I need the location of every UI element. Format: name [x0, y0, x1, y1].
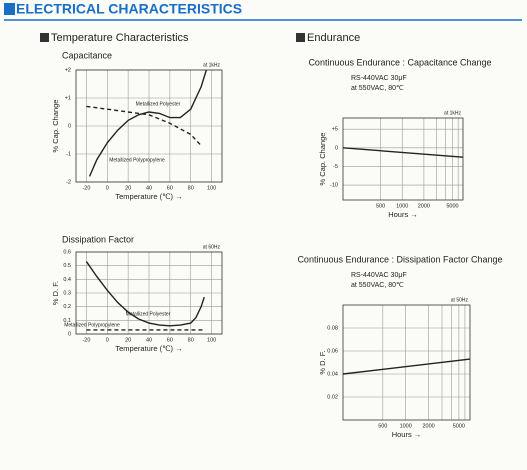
series-line [85, 261, 205, 327]
series-line [86, 105, 202, 147]
x-tick-label: 100 [207, 337, 216, 343]
x-tick-label: 60 [167, 185, 173, 191]
plot-frame [342, 117, 464, 201]
x-tick-label: 500 [378, 423, 387, 429]
y-tick-label: -1 [66, 151, 71, 157]
x-tick-label: 40 [146, 337, 152, 343]
x-axis-label: Temperature (℃) → [115, 344, 182, 353]
chart-note: at 50Hz [451, 297, 469, 303]
x-tick-label: 5000 [453, 423, 465, 429]
y-tick-label: -10 [330, 183, 338, 189]
chart-title: Dissipation Factor [62, 234, 134, 244]
y-tick-label: 0 [68, 123, 71, 129]
chart-title: Capacitance [62, 50, 112, 60]
x-tick-label: 20 [125, 185, 131, 191]
series-line [342, 147, 464, 158]
section-square [40, 33, 49, 42]
plot-frame [342, 304, 471, 421]
title-square [4, 3, 15, 15]
x-tick-label: 1000 [396, 203, 408, 209]
x-tick-label: 20 [125, 337, 131, 343]
x-tick-label: 80 [188, 185, 194, 191]
series-line [342, 358, 471, 375]
chart-subtitle: at 550VAC, 80℃ [351, 85, 404, 92]
y-tick-label: 0.3 [63, 290, 71, 296]
y-axis-label: % D. F. [318, 350, 327, 374]
series-label: Metallized Polypropylene [109, 157, 165, 163]
series-label: Metallized Polyester [136, 101, 181, 107]
y-tick-label: +5 [332, 127, 338, 133]
chart-title: Continuous Endurance : Dissipation Facto… [297, 254, 502, 264]
section-square [296, 33, 305, 42]
y-axis-label: % Cap. Change [51, 100, 60, 153]
x-tick-label: 100 [207, 185, 216, 191]
chart-note: at 1kHz [444, 110, 461, 116]
x-tick-label: 40 [146, 185, 152, 191]
plot-frame [75, 69, 223, 183]
y-tick-label: 0.5 [63, 263, 71, 269]
y-tick-label: 0.02 [327, 394, 338, 400]
x-tick-label: 2000 [422, 423, 434, 429]
y-tick-label: 0 [68, 331, 71, 337]
section-heading: Endurance [307, 32, 360, 44]
y-tick-label: 0.08 [327, 325, 338, 331]
x-axis-label: Hours → [392, 430, 422, 439]
x-tick-label: 80 [188, 337, 194, 343]
chart-title: Continuous Endurance : Capacitance Chang… [308, 57, 491, 67]
chart-subtitle: RS-440VAC 30μF [351, 272, 407, 279]
y-tick-label: 0.04 [327, 371, 338, 377]
y-tick-label: 0.6 [63, 249, 71, 255]
series-line [88, 69, 208, 177]
y-tick-label: 0.2 [63, 304, 71, 310]
x-tick-label: 60 [167, 337, 173, 343]
y-axis-label: % Cap. Change [318, 133, 327, 186]
chart-note: at 1kHz [203, 62, 220, 68]
x-tick-label: -20 [82, 185, 90, 191]
x-tick-label: 1000 [400, 423, 412, 429]
x-tick-label: -20 [82, 337, 90, 343]
x-tick-label: 2000 [418, 203, 430, 209]
y-tick-label: 0.4 [63, 277, 71, 283]
series-label: Metallized Polypropylene [64, 322, 120, 328]
x-axis-label: Hours → [388, 210, 418, 219]
x-tick-label: 500 [376, 203, 385, 209]
x-tick-label: 0 [106, 185, 109, 191]
chart-note: at 60Hz [203, 244, 221, 250]
y-tick-label: 0 [335, 145, 338, 151]
y-tick-label: 0.1 [63, 318, 71, 324]
plot-frame [75, 251, 223, 335]
y-tick-label: -5 [333, 164, 338, 170]
y-tick-label: +1 [65, 95, 71, 101]
y-tick-label: 0.06 [327, 348, 338, 354]
chart-subtitle: RS-440VAC 30μF [351, 75, 407, 82]
y-tick-label: +2 [65, 67, 71, 73]
y-axis-label: % D. F. [51, 281, 60, 305]
page-title: ELECTRICAL CHARACTERISTICS [16, 1, 242, 17]
chart-subtitle: at 550VAC, 80℃ [351, 282, 404, 289]
y-tick-label: -2 [66, 179, 71, 185]
x-tick-label: 5000 [446, 203, 458, 209]
series-label: Metallized Polyester [126, 311, 171, 317]
section-heading: Temperature Characteristics [51, 32, 189, 44]
x-tick-label: 0 [106, 337, 109, 343]
x-axis-label: Temperature (℃) → [115, 192, 182, 201]
